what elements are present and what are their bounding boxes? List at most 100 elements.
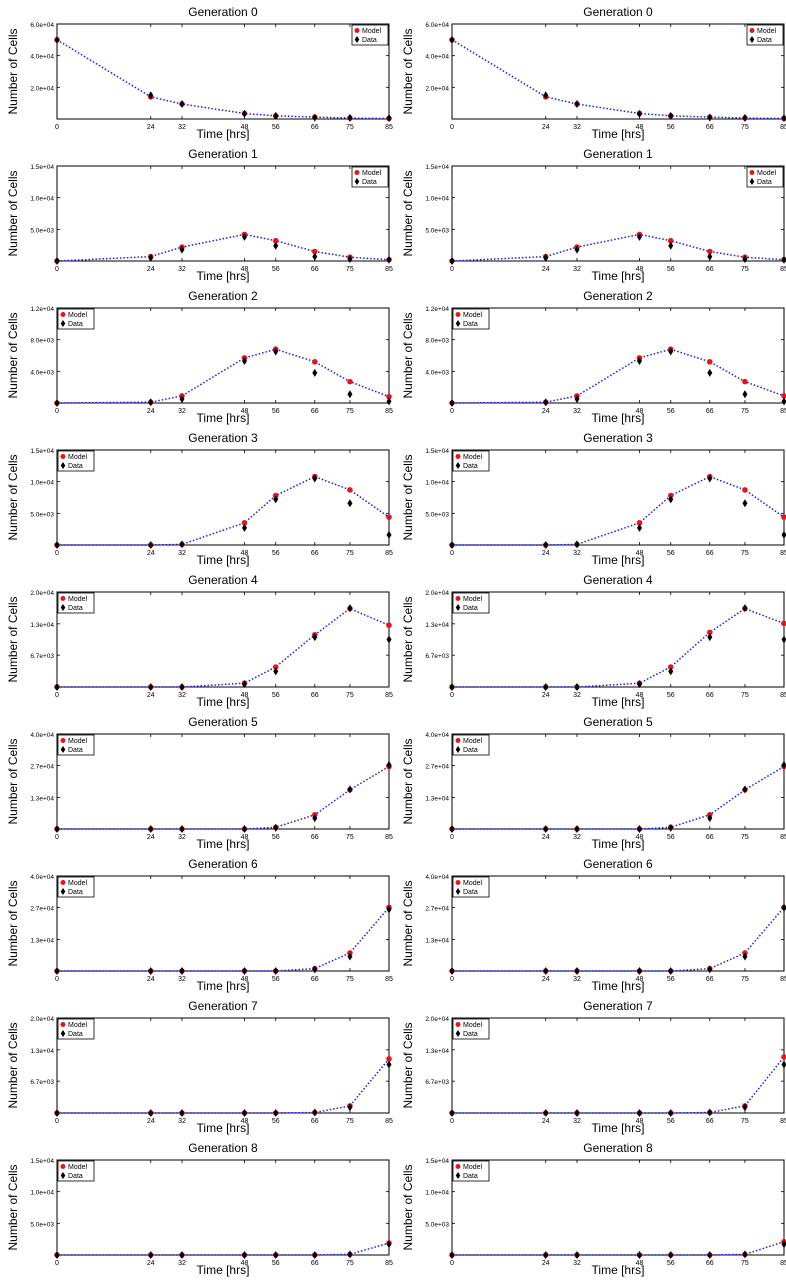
data-point (636, 1251, 642, 1259)
data-point (449, 35, 455, 44)
y-axis-label: Number of Cells (6, 312, 20, 398)
data-point (742, 255, 748, 264)
x-tick-label: 66 (706, 266, 714, 273)
x-tick-label: 56 (667, 834, 675, 841)
data-point (742, 785, 748, 794)
x-tick-label: 32 (573, 1260, 581, 1267)
data-point (347, 952, 353, 961)
y-tick-label: 8.0e+03 (425, 338, 449, 345)
data-point (781, 114, 786, 123)
model-point (667, 237, 674, 244)
legend-data-label: Data (68, 889, 83, 896)
legend-box (57, 734, 95, 756)
chart-title: Generation 5 (583, 715, 653, 729)
legend-box (351, 166, 389, 188)
y-tick-label: 1.5e+04 (425, 1158, 449, 1165)
chart-title: Generation 1 (188, 147, 258, 161)
data-point (386, 114, 392, 123)
x-tick-label: 56 (667, 976, 675, 983)
legend: Model Data (452, 450, 490, 472)
data-point (636, 825, 642, 833)
x-axis-label: Time [hrs] (197, 411, 250, 425)
x-tick-label: 85 (780, 1260, 786, 1267)
legend-data-label: Data (463, 1031, 478, 1038)
chart-panel: Generation 4 0 24 32 48 56 66 75 85 6.7e+03 1.3e+0… (401, 573, 786, 709)
data-point (707, 633, 713, 642)
legend-data-label: Data (362, 179, 377, 186)
data-point (449, 1109, 455, 1117)
y-tick-label: 2.7e+04 (30, 764, 54, 771)
model-series-line (56, 39, 390, 120)
y-tick-label: 1.5e+04 (425, 448, 449, 455)
data-point (179, 1251, 185, 1259)
x-tick-label: 0 (450, 1260, 454, 1267)
y-tick-label: 1.3e+04 (30, 937, 54, 944)
legend-model-label: Model (463, 880, 483, 887)
legend-model-label: Model (362, 28, 382, 35)
chart-title: Generation 8 (188, 1141, 258, 1155)
data-point (312, 965, 318, 974)
x-tick-label: 85 (385, 124, 393, 131)
data-point (241, 967, 247, 975)
data-point (312, 633, 318, 642)
y-axis-label: Number of Cells (401, 454, 415, 540)
data-point (179, 1109, 185, 1117)
x-tick-label: 48 (636, 976, 644, 983)
y-tick-label: 4.0e+04 (425, 874, 449, 881)
data-point (312, 113, 318, 122)
data-point (347, 1250, 353, 1259)
data-point (543, 253, 549, 262)
legend-model-marker (455, 1022, 461, 1027)
data-point (543, 1109, 549, 1117)
data-point (707, 113, 713, 122)
chart-title: Generation 8 (583, 1141, 653, 1155)
y-tick-label: 6.7e+03 (425, 1079, 449, 1086)
x-tick-label: 0 (55, 266, 59, 273)
x-tick-label: 56 (272, 408, 280, 415)
data-point (636, 967, 642, 975)
data-point (781, 635, 786, 644)
x-tick-label: 24 (147, 550, 155, 557)
legend-box (452, 1018, 490, 1040)
legend-model-label: Model (757, 170, 777, 177)
chart-title: Generation 3 (583, 431, 653, 445)
model-series-line (451, 39, 785, 120)
chart-panel: Generation 5 0 24 32 48 56 66 75 85 1.3e+04 2.7e+0… (6, 715, 393, 851)
y-tick-label: 5.0e+03 (30, 1221, 54, 1228)
x-tick-label: 48 (241, 692, 249, 699)
legend-box (57, 450, 95, 472)
data-point (449, 1251, 455, 1259)
y-tick-label: 1.5e+04 (425, 164, 449, 171)
legend-model-marker (60, 596, 66, 601)
chart-title: Generation 1 (583, 147, 653, 161)
chart-title: Generation 2 (583, 289, 653, 303)
legend-model-label: Model (68, 1022, 88, 1029)
legend-data-label: Data (68, 605, 83, 612)
chart-panel: Generation 4 0 24 32 48 56 66 75 85 6.7e+03 1.3e+0… (6, 573, 393, 709)
plot-area-frame (56, 307, 390, 404)
x-tick-label: 24 (147, 266, 155, 273)
x-axis-label: Time [hrs] (592, 695, 645, 709)
data-point (386, 397, 392, 406)
y-tick-label: 2.0e+04 (30, 85, 54, 92)
x-tick-label: 0 (450, 266, 454, 273)
legend: Model Data (351, 24, 389, 46)
y-axis-label: Number of Cells (6, 1022, 20, 1108)
x-tick-label: 75 (346, 266, 354, 273)
data-point (449, 967, 455, 975)
legend: Model Data (57, 876, 95, 898)
x-tick-label: 24 (147, 976, 155, 983)
data-point (742, 390, 748, 399)
data-point (742, 1103, 748, 1112)
x-tick-label: 48 (636, 408, 644, 415)
y-axis-label: Number of Cells (6, 454, 20, 540)
data-point (543, 683, 549, 691)
x-tick-label: 24 (542, 124, 550, 131)
legend: Model Data (57, 308, 95, 330)
x-tick-label: 66 (311, 408, 319, 415)
legend-data-marker (455, 746, 461, 753)
x-tick-label: 66 (311, 124, 319, 131)
x-tick-label: 24 (147, 1118, 155, 1125)
data-point (241, 1109, 247, 1117)
data-point (179, 395, 185, 404)
